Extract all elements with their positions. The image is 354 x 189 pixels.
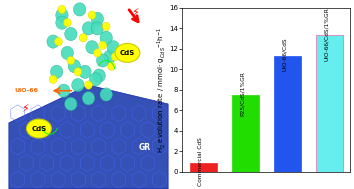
Circle shape [107, 41, 120, 54]
Bar [232, 95, 259, 172]
Text: ⚡: ⚡ [131, 8, 138, 18]
Circle shape [85, 81, 92, 89]
Circle shape [61, 46, 74, 60]
Circle shape [93, 69, 105, 82]
Bar [316, 35, 343, 172]
Text: UiO-66/CdS: UiO-66/CdS [282, 38, 287, 71]
Text: CdS: CdS [31, 125, 47, 132]
Text: P25/CdS/1%GR: P25/CdS/1%GR [240, 71, 245, 116]
Ellipse shape [27, 119, 51, 138]
Circle shape [63, 19, 71, 27]
Text: Commercial CdS: Commercial CdS [198, 137, 203, 186]
Circle shape [100, 31, 113, 44]
Circle shape [86, 41, 98, 54]
Circle shape [79, 34, 87, 42]
Circle shape [64, 97, 77, 111]
Circle shape [100, 88, 113, 101]
Bar [190, 163, 217, 172]
Polygon shape [9, 85, 168, 189]
Circle shape [55, 37, 62, 46]
Bar [274, 56, 301, 172]
Circle shape [50, 65, 63, 78]
Circle shape [91, 22, 104, 35]
Circle shape [102, 22, 110, 31]
Circle shape [99, 41, 107, 50]
Y-axis label: H$_2$ evolution rate / mmol$\cdot$ g$_{CdS}$$^{-1}$h$^{-1}$: H$_2$ evolution rate / mmol$\cdot$ g$_{C… [155, 27, 168, 153]
Circle shape [96, 54, 109, 67]
Circle shape [47, 35, 59, 48]
Text: UiO-66: UiO-66 [14, 88, 38, 93]
Ellipse shape [115, 43, 140, 62]
Circle shape [93, 49, 101, 57]
Circle shape [72, 78, 84, 92]
Circle shape [49, 75, 57, 84]
Circle shape [91, 12, 104, 26]
Text: ⚡: ⚡ [21, 105, 29, 115]
Circle shape [82, 92, 95, 105]
Circle shape [68, 60, 80, 73]
Text: CdS: CdS [120, 50, 135, 56]
Circle shape [108, 62, 115, 70]
Circle shape [90, 73, 102, 86]
Circle shape [56, 9, 68, 22]
Circle shape [64, 27, 77, 41]
Circle shape [103, 50, 116, 63]
Circle shape [57, 84, 70, 97]
Circle shape [56, 16, 68, 29]
Circle shape [74, 68, 82, 76]
Circle shape [58, 5, 66, 14]
Text: UiO-66/CdS/1%GR: UiO-66/CdS/1%GR [325, 7, 330, 61]
Circle shape [88, 11, 96, 19]
Circle shape [79, 65, 91, 78]
Circle shape [111, 53, 119, 61]
Circle shape [67, 56, 75, 65]
Circle shape [74, 3, 86, 16]
Text: GR: GR [139, 143, 151, 152]
Circle shape [82, 22, 95, 35]
